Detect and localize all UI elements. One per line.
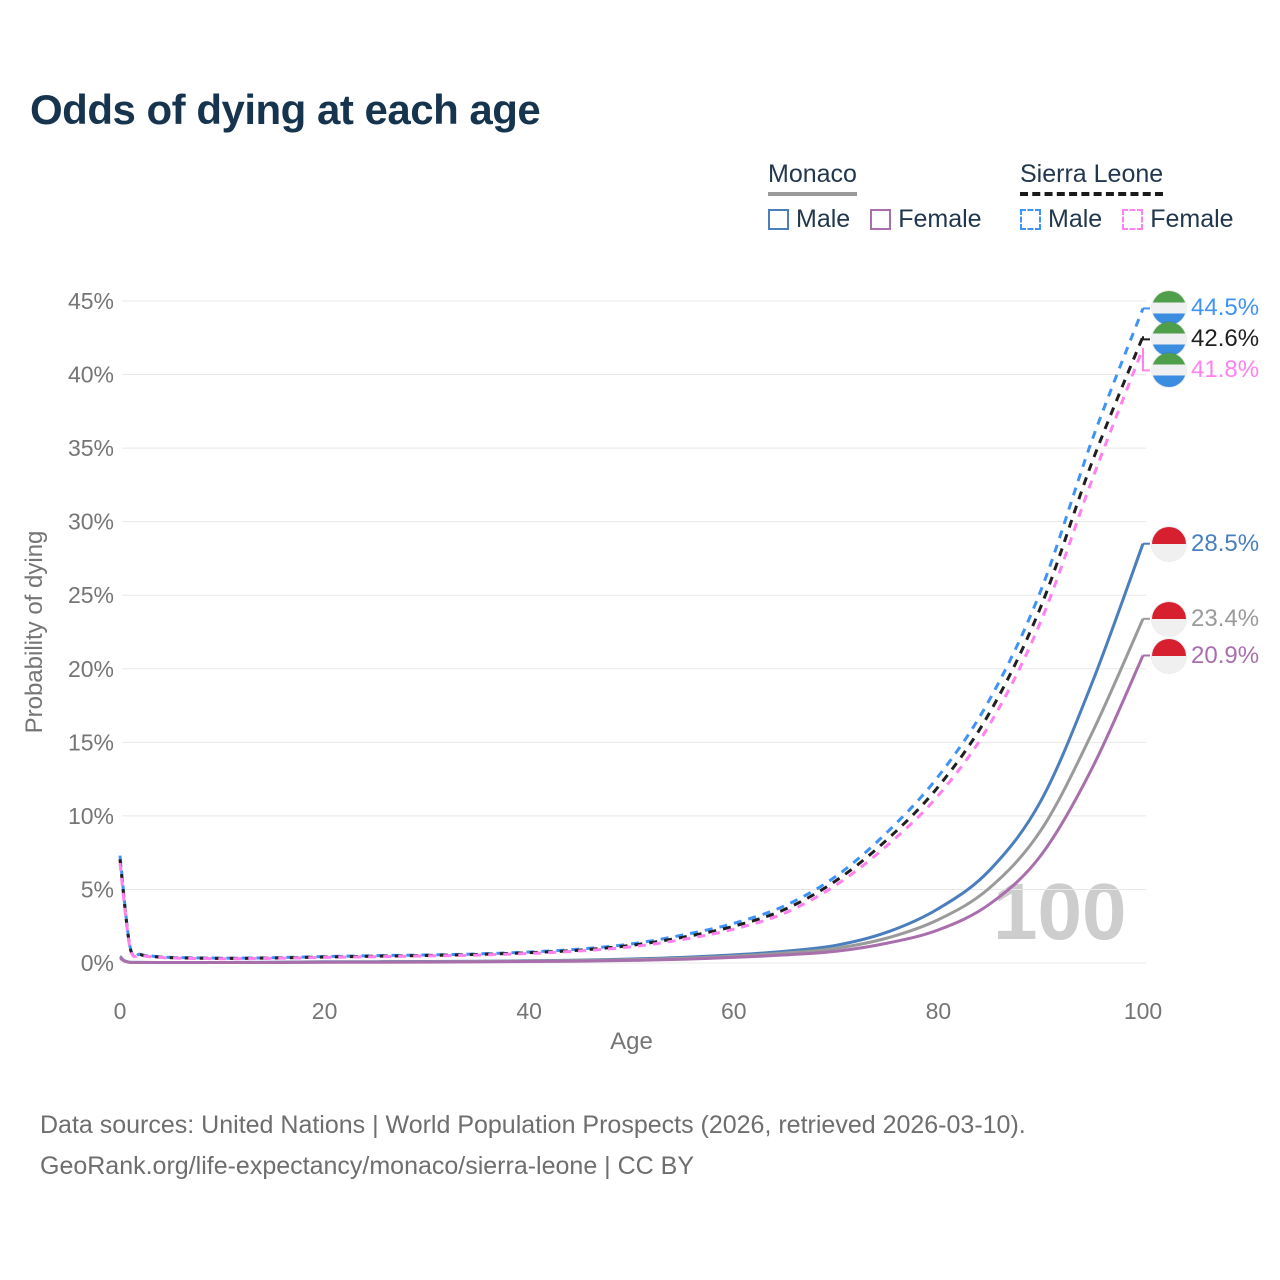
series-line-sierra-leone-female[interactable] [118, 347, 1145, 961]
legend-swatch-monaco-male [768, 209, 789, 230]
y-tick-label: 45% [68, 288, 114, 314]
y-tick-label: 30% [68, 509, 114, 535]
legend-item-sierra-leone-male[interactable]: Male [1020, 205, 1102, 234]
legend-item-monaco-male[interactable]: Male [768, 205, 850, 234]
x-tick-label: 80 [926, 998, 952, 1024]
x-tick-label: 20 [312, 998, 338, 1024]
y-axis-title: Probability of dying [21, 531, 48, 734]
page-title: Odds of dying at each age [30, 86, 541, 133]
footer: Data sources: United Nations | World Pop… [40, 1105, 1026, 1187]
y-tick-label: 10% [68, 803, 114, 829]
y-tick-label: 5% [81, 876, 114, 902]
series-line-monaco-total[interactable] [119, 618, 1145, 964]
y-tick-label: 0% [81, 950, 114, 976]
legend-country-monaco[interactable]: Monaco [768, 160, 857, 196]
series-line-sierra-leone-total[interactable] [118, 335, 1145, 960]
legend-item-sierra-leone-female[interactable]: Female [1122, 205, 1234, 234]
legend-label-monaco-female: Female [898, 205, 982, 233]
footer-sources: Data sources: United Nations | World Pop… [40, 1111, 1026, 1139]
y-tick-label: 25% [68, 582, 114, 608]
legend-swatch-monaco-female [870, 209, 892, 230]
series-line-monaco-male[interactable] [119, 543, 1145, 964]
y-tick-label: 40% [68, 362, 114, 388]
series-line-sierra-leone-male[interactable] [118, 307, 1145, 960]
legend-label-sierra-leone-female: Female [1150, 205, 1234, 233]
legend-swatch-sierra-leone-male [1020, 209, 1041, 230]
legend-label-sierra-leone-male: Male [1048, 205, 1103, 233]
legend-country-sierra-leone[interactable]: Sierra Leone [1020, 160, 1164, 196]
legend-items-sierra-leone: Male Female [1020, 205, 1234, 234]
x-tick-label: 40 [516, 998, 542, 1024]
x-axis-title: Age [610, 1028, 653, 1055]
legend-group-monaco: Monaco Male Female [768, 160, 982, 234]
y-tick-label: 15% [68, 729, 114, 755]
label-connector-sierra-leone-total [1142, 336, 1150, 341]
legend-swatch-sierra-leone-female [1122, 209, 1144, 230]
label-connector-sierra-leone-female [1142, 348, 1150, 372]
x-tick-label: 100 [1124, 998, 1162, 1024]
x-tick-label: 0 [114, 998, 127, 1024]
legend-label-monaco-male: Male [796, 205, 851, 233]
series-line-monaco-female[interactable] [119, 654, 1145, 964]
legend-item-monaco-female[interactable]: Female [870, 205, 982, 234]
x-tick-label: 60 [721, 998, 747, 1024]
legend-group-sierra-leone: Sierra Leone Male Female [1020, 160, 1234, 234]
y-tick-label: 35% [68, 435, 114, 461]
y-tick-label: 20% [68, 656, 114, 682]
footer-link[interactable]: GeoRank.org/life-expectancy/monaco/sierr… [40, 1152, 695, 1180]
legend-items-monaco: Male Female [768, 205, 982, 234]
